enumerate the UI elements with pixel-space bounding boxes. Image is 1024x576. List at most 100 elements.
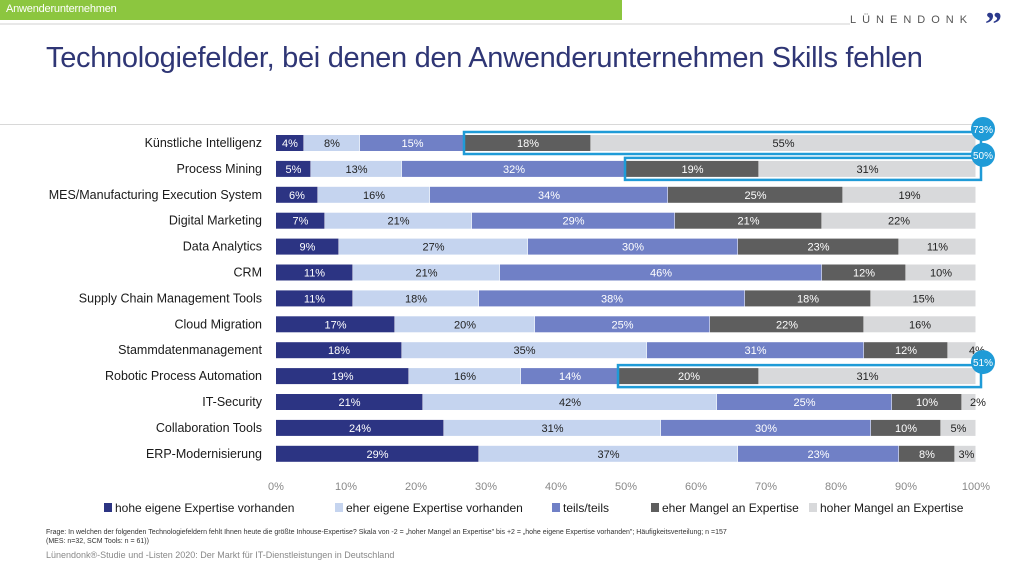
data-label: 5% — [951, 423, 967, 435]
legend-label: eher Mangel an Expertise — [662, 501, 799, 515]
data-label: 23% — [807, 449, 829, 461]
data-label: 20% — [678, 371, 700, 383]
data-label: 16% — [454, 371, 476, 383]
bar-segment — [276, 445, 479, 462]
bars-layer: 4% 8% 15% 18% 55% 5% 13% 32% 19% 31% 6% 16% 34% 25% 19… — [276, 135, 986, 462]
data-label: 11% — [927, 242, 948, 254]
data-label: 42% — [559, 397, 581, 409]
highlight-badge-label: 73% — [973, 125, 993, 136]
bar-segment — [402, 342, 647, 359]
x-tick-label: 60% — [685, 481, 707, 493]
legend-label: hoher Mangel an Expertise — [820, 501, 964, 515]
bar-segment — [871, 290, 976, 307]
data-label: 31% — [856, 164, 878, 176]
bar-segment — [325, 212, 472, 229]
bar-segment — [353, 264, 500, 281]
data-label: 31% — [856, 371, 878, 383]
data-label: 12% — [895, 345, 917, 357]
data-label: 24% — [349, 423, 371, 435]
data-label: 22% — [776, 319, 798, 331]
bar-segment — [311, 160, 402, 177]
legend-label: teils/teils — [563, 501, 609, 515]
x-tick-label: 30% — [475, 481, 497, 493]
bar-segment — [276, 342, 402, 359]
bar-segment — [479, 445, 738, 462]
data-label: 18% — [328, 345, 350, 357]
bar-segment — [899, 238, 976, 255]
bar-segment — [962, 394, 976, 410]
data-label: 22% — [888, 216, 910, 228]
x-axis-ticks: 0% 10% 20% 30% 40% 50% 60% 70% 80% 90% 100% — [268, 481, 990, 493]
category-label: Data Analytics — [183, 240, 262, 254]
bar-segment — [668, 186, 843, 203]
data-label: 19% — [331, 371, 353, 383]
bar-segment — [941, 419, 976, 436]
bar-segment — [479, 290, 745, 307]
data-label: 18% — [405, 293, 427, 305]
data-label: 12% — [853, 268, 875, 280]
section-banner: Anwenderunternehmen — [0, 0, 622, 20]
data-label: 23% — [807, 242, 829, 254]
x-tick-label: 100% — [962, 481, 990, 493]
data-label: 21% — [338, 397, 360, 409]
bar-segment — [276, 264, 353, 281]
luenendonk-logo: LÜNENDONK — [850, 14, 974, 26]
highlight-badge — [971, 117, 995, 141]
legend-swatch — [809, 503, 817, 512]
x-tick-label: 20% — [405, 481, 427, 493]
category-label: Robotic Process Automation — [105, 369, 262, 383]
bar-segment — [843, 186, 976, 203]
bar-segment — [871, 419, 941, 436]
category-label: IT-Security — [202, 395, 262, 409]
data-label: 21% — [737, 216, 759, 228]
data-label: 32% — [503, 164, 525, 176]
bar-segment — [822, 212, 976, 229]
data-label: 31% — [541, 423, 563, 435]
data-label: 46% — [650, 268, 672, 280]
data-label: 7% — [293, 216, 309, 228]
highlight-box — [616, 363, 983, 389]
bar-segment — [276, 160, 311, 177]
bar-segment — [535, 316, 710, 333]
data-label: 25% — [611, 319, 633, 331]
bar-segment — [759, 368, 976, 385]
data-label: 8% — [324, 138, 340, 150]
legend-swatch — [552, 503, 560, 512]
legend-label: hohe eigene Expertise vorhanden — [115, 501, 294, 515]
bar-segment — [647, 342, 864, 359]
x-tick-label: 10% — [335, 481, 357, 493]
bar-segment — [339, 238, 528, 255]
x-tick-label: 80% — [825, 481, 847, 493]
footnote-question: Frage: In welchen der folgenden Technolo… — [46, 529, 727, 536]
data-label: 10% — [930, 268, 952, 280]
highlight-badge — [971, 350, 995, 375]
footnote-sample-note: (MES: n=32, SCM Tools: n = 61)) — [46, 538, 149, 545]
bar-segment — [759, 160, 976, 177]
bar-segment — [675, 212, 822, 229]
highlight-badge — [971, 142, 995, 167]
data-label: 11% — [304, 268, 325, 280]
data-label: 2% — [970, 397, 986, 409]
data-label: 19% — [898, 190, 920, 202]
bar-segment — [472, 212, 675, 229]
bar-segment — [304, 135, 360, 151]
highlight-badge-label: 50% — [973, 151, 993, 162]
bar-segment — [276, 394, 423, 410]
category-label: Digital Marketing — [169, 214, 262, 228]
bar-segment — [276, 419, 444, 436]
data-label: 5% — [286, 164, 302, 176]
category-label: Stammdatenmanagement — [118, 343, 262, 357]
bar-segment — [626, 160, 759, 177]
data-label: 21% — [387, 216, 409, 228]
bar-segment — [360, 135, 465, 151]
data-label: 30% — [755, 423, 777, 435]
data-label: 29% — [562, 216, 584, 228]
x-tick-label: 0% — [268, 481, 284, 493]
bar-segment — [710, 316, 864, 333]
bar-segment — [276, 290, 353, 307]
bar-segment — [423, 394, 717, 410]
data-label: 16% — [909, 319, 931, 331]
data-label: 18% — [517, 138, 539, 150]
data-label: 14% — [559, 371, 581, 383]
